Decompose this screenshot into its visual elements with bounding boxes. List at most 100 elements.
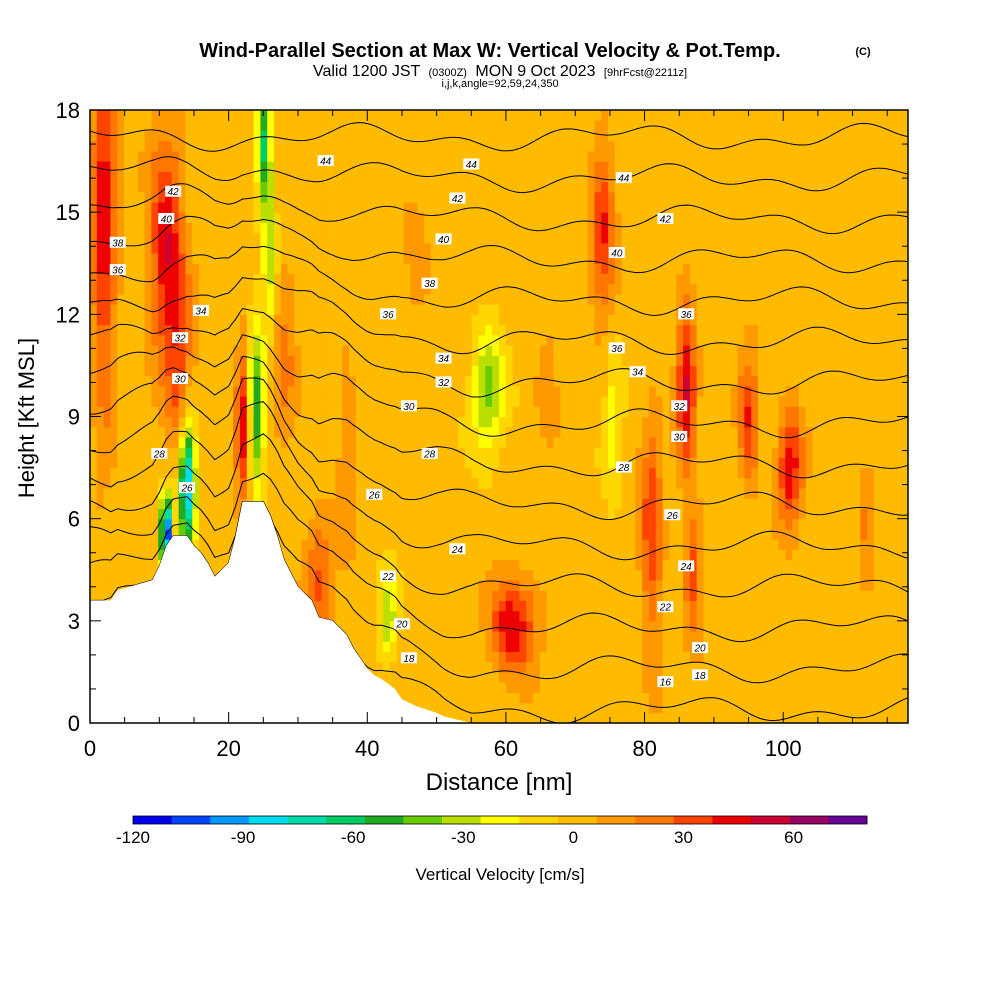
velocity-cell <box>137 416 146 428</box>
velocity-cell <box>573 651 582 663</box>
velocity-cell <box>376 242 384 254</box>
velocity-cell <box>396 273 405 285</box>
velocity-cell <box>328 508 336 520</box>
velocity-cell <box>546 171 555 183</box>
velocity-cell <box>96 263 105 275</box>
velocity-cell <box>451 181 459 193</box>
velocity-cell <box>560 304 568 315</box>
velocity-cell <box>294 385 302 397</box>
velocity-cell <box>233 324 241 336</box>
velocity-cell <box>246 375 255 387</box>
velocity-cell <box>376 671 384 683</box>
velocity-cell <box>90 120 98 132</box>
velocity-cell <box>403 140 411 152</box>
velocity-cell <box>471 355 480 367</box>
velocity-cell <box>90 518 98 530</box>
velocity-cell <box>280 467 289 479</box>
velocity-cell <box>410 498 418 510</box>
velocity-cell <box>499 498 507 510</box>
velocity-cell <box>267 293 275 305</box>
velocity-cell <box>383 120 391 132</box>
velocity-cell <box>158 375 166 387</box>
velocity-cell <box>355 263 364 275</box>
velocity-cell <box>485 355 493 367</box>
velocity-cell <box>294 396 302 407</box>
velocity-cell <box>608 620 616 632</box>
velocity-cell <box>362 508 371 520</box>
velocity-cell <box>410 273 418 285</box>
velocity-cell <box>233 334 241 346</box>
velocity-cell <box>642 416 650 428</box>
velocity-cell <box>560 161 568 172</box>
velocity-cell <box>389 559 398 571</box>
velocity-cell <box>410 569 418 581</box>
velocity-cell <box>424 314 432 326</box>
velocity-cell <box>533 457 541 469</box>
velocity-cell <box>499 641 507 653</box>
velocity-cell <box>362 273 371 285</box>
velocity-cell <box>362 334 371 346</box>
velocity-cell <box>642 253 650 264</box>
velocity-cell <box>349 161 357 172</box>
velocity-cell <box>178 416 187 428</box>
velocity-cell <box>260 232 268 244</box>
velocity-cell <box>376 641 384 653</box>
velocity-cell <box>124 334 132 346</box>
velocity-cell <box>349 406 357 418</box>
velocity-cell <box>246 304 255 315</box>
velocity-cell <box>342 426 350 438</box>
velocity-cell <box>512 396 521 407</box>
velocity-cell <box>301 253 309 264</box>
velocity-cell <box>178 242 187 254</box>
velocity-cell <box>342 559 350 571</box>
velocity-cell <box>110 467 118 479</box>
velocity-cell <box>96 518 105 530</box>
velocity-cell <box>505 508 514 520</box>
velocity-cell <box>648 161 657 172</box>
velocity-cell <box>478 355 486 367</box>
velocity-cell <box>648 651 657 663</box>
velocity-cell <box>369 641 377 653</box>
velocity-cell <box>614 355 623 367</box>
velocity-cell <box>580 436 589 448</box>
velocity-cell <box>553 682 561 693</box>
velocity-cell <box>396 600 405 612</box>
velocity-cell <box>130 283 139 295</box>
velocity-cell <box>376 232 384 244</box>
velocity-cell <box>499 120 507 132</box>
velocity-cell <box>539 610 548 622</box>
velocity-cell <box>96 130 105 142</box>
velocity-cell <box>614 620 623 632</box>
velocity-cell <box>539 600 548 612</box>
velocity-cell <box>539 140 548 152</box>
velocity-cell <box>205 406 214 418</box>
velocity-cell <box>355 293 364 305</box>
velocity-cell <box>144 549 152 561</box>
velocity-cell <box>444 304 452 315</box>
velocity-cell <box>608 539 616 550</box>
velocity-cell <box>417 518 425 530</box>
velocity-cell <box>164 201 173 213</box>
velocity-cell <box>417 416 425 428</box>
velocity-cell <box>355 559 364 571</box>
velocity-cell <box>608 549 616 561</box>
velocity-cell <box>362 477 371 489</box>
velocity-cell <box>471 181 480 193</box>
velocity-cell <box>471 406 480 418</box>
velocity-cell <box>274 334 282 346</box>
velocity-cell <box>226 436 234 448</box>
velocity-cell <box>253 171 262 183</box>
velocity-cell <box>308 416 316 428</box>
velocity-cell <box>628 518 636 530</box>
velocity-cell <box>267 120 275 132</box>
velocity-cell <box>567 222 575 234</box>
velocity-cell <box>185 365 193 377</box>
velocity-cell <box>458 549 466 561</box>
velocity-cell <box>158 171 166 183</box>
velocity-cell <box>233 253 241 264</box>
velocity-cell <box>267 365 275 377</box>
velocity-cell <box>342 161 350 172</box>
velocity-cell <box>553 232 561 244</box>
velocity-cell <box>260 304 268 315</box>
velocity-cell <box>430 436 439 448</box>
